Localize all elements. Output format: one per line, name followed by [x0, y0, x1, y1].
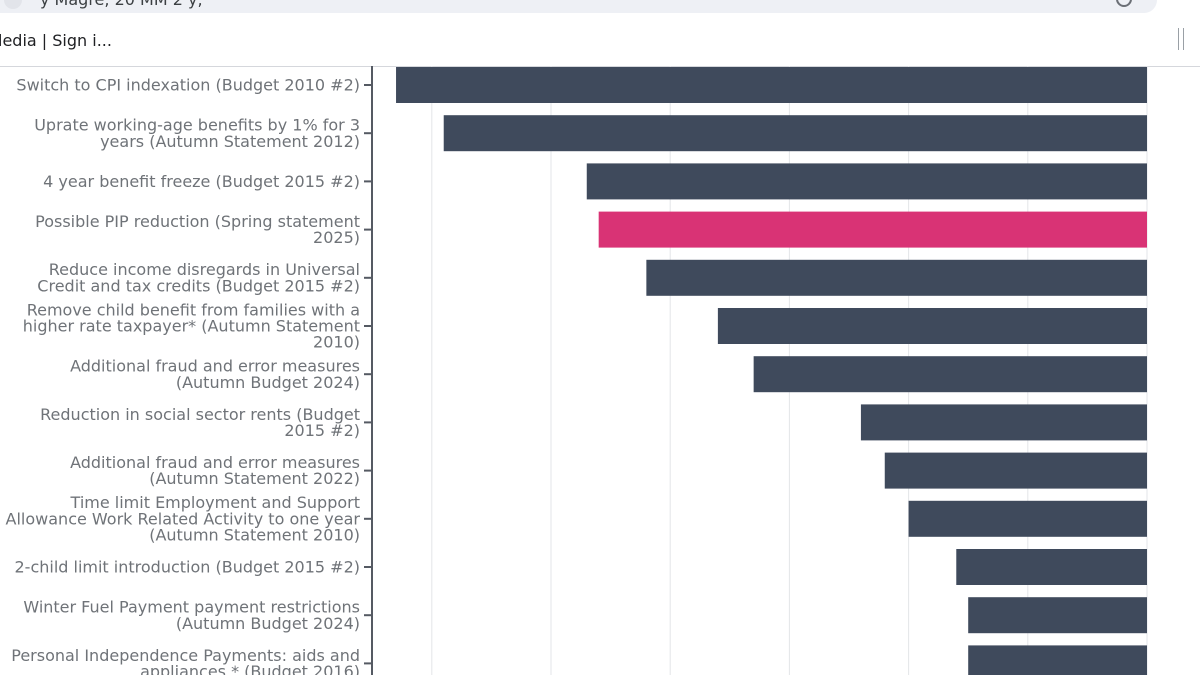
bar — [396, 67, 1147, 103]
bar — [968, 645, 1147, 675]
bookmarks-bar: ledia | Sign i... — [0, 13, 1200, 67]
y-tick-label: Allowance Work Related Activity to one y… — [6, 509, 361, 528]
y-tick-label: Reduce income disregards in Universal — [49, 260, 360, 279]
url-text: y Magre, 20 MM 2 y, — [40, 0, 203, 10]
bar — [646, 259, 1147, 296]
bar — [968, 597, 1147, 634]
bookmarks-divider — [1178, 28, 1179, 50]
address-bar[interactable]: y Magre, 20 MM 2 y, — [0, 0, 1157, 13]
y-tick-label: Reduction in social sector rents (Budget — [40, 405, 360, 424]
bar — [717, 308, 1147, 344]
bar — [908, 500, 1147, 537]
y-axis — [364, 66, 373, 675]
bookmark-item[interactable]: ledia | Sign i... — [0, 31, 112, 50]
y-tick-label: 2015 #2) — [284, 421, 360, 440]
y-tick-label: Remove child benefit from families with … — [27, 300, 360, 319]
bar — [443, 115, 1148, 152]
bar — [884, 452, 1147, 489]
y-tick-label: Switch to CPI indexation (Budget 2010 #2… — [16, 76, 360, 95]
y-tick-label: 2-child limit introduction (Budget 2015 … — [14, 558, 360, 577]
y-tick-label: Time limit Employment and Support — [70, 493, 360, 512]
bars — [396, 67, 1148, 675]
y-tick-label: Personal Independence Payments: aids and — [11, 646, 360, 665]
y-tick-label: 2010) — [313, 333, 360, 352]
y-tick-label: (Autumn Budget 2024) — [176, 373, 360, 392]
y-tick-label: appliances * (Budget 2016) — [140, 662, 360, 675]
bar-highlighted — [598, 211, 1147, 248]
y-tick-label: (Autumn Statement 2010) — [149, 526, 360, 545]
y-tick-label: (Autumn Budget 2024) — [176, 614, 360, 633]
back-arrow-icon[interactable] — [4, 0, 22, 9]
y-tick-label: Additional fraud and error measures — [70, 453, 360, 472]
y-tick-label: 4 year benefit freeze (Budget 2015 #2) — [43, 172, 360, 191]
bar — [586, 163, 1147, 200]
bar — [753, 356, 1147, 393]
y-tick-label: Winter Fuel Payment payment restrictions — [23, 598, 360, 617]
y-tick-label: higher rate taxpayer* (Autumn Statement — [23, 317, 360, 336]
y-tick-label: years (Autumn Statement 2012) — [100, 132, 360, 151]
y-tick-label: Uprate working-age benefits by 1% for 3 — [34, 116, 360, 135]
y-tick-label: Possible PIP reduction (Spring statement — [35, 212, 360, 231]
bar — [860, 404, 1147, 441]
bookmarks-divider — [1183, 28, 1184, 50]
y-tick-label: (Autumn Statement 2022) — [149, 469, 360, 488]
category-labels: Switch to CPI indexation (Budget 2010 #2… — [6, 76, 361, 675]
bar — [956, 549, 1147, 585]
y-tick-label: 2025) — [313, 228, 360, 247]
y-tick-label: Credit and tax credits (Budget 2015 #2) — [37, 276, 360, 295]
y-tick-label: Additional fraud and error measures — [70, 357, 360, 376]
